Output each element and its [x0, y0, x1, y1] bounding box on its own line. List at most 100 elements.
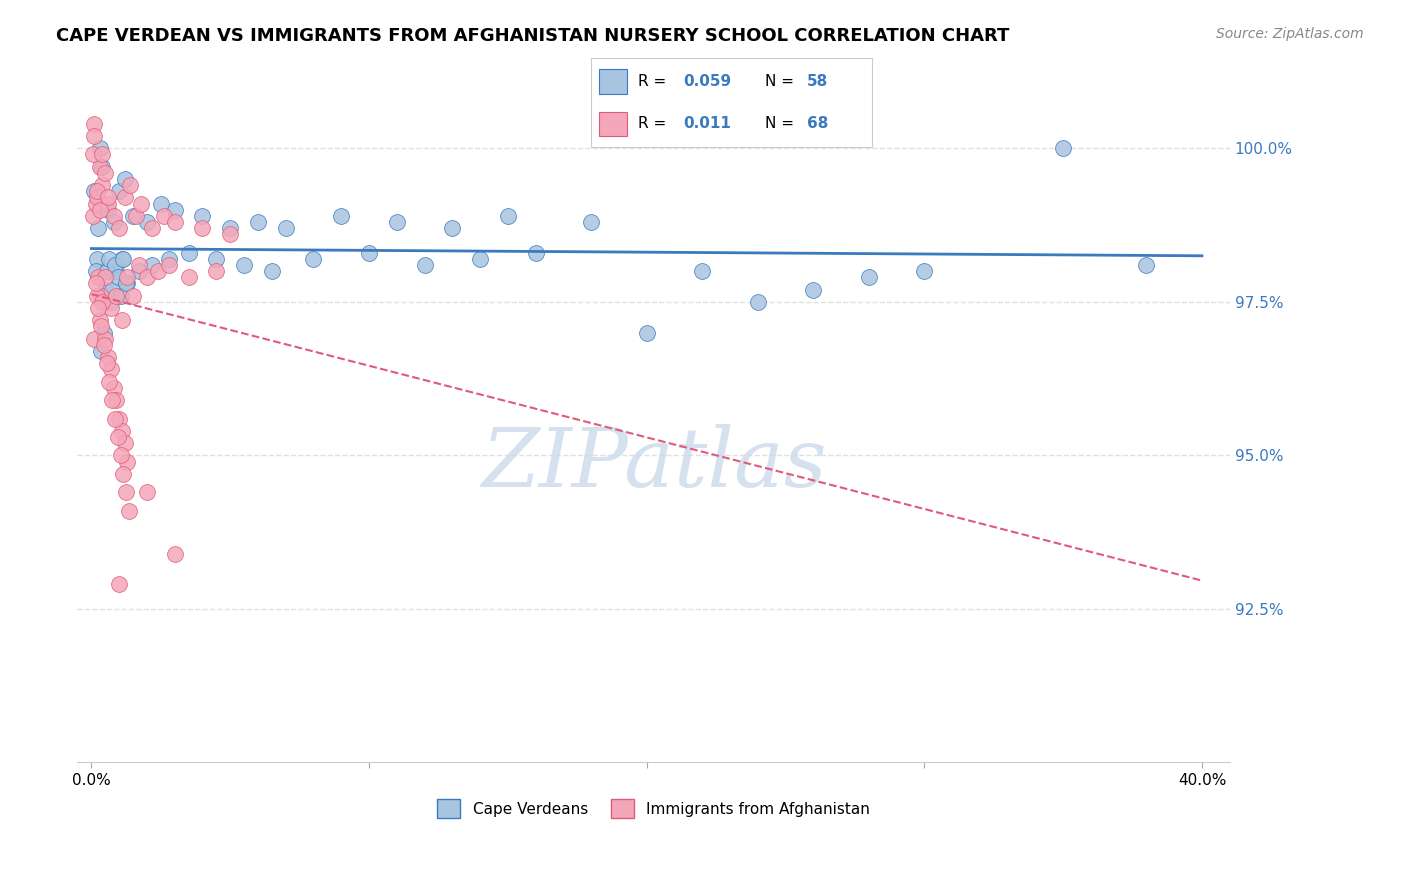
Point	[105, 264, 128, 278]
Point	[122, 209, 145, 223]
Point	[135, 270, 157, 285]
Text: 68: 68	[807, 117, 828, 131]
Point	[86, 185, 108, 199]
Point	[108, 577, 131, 591]
Point	[87, 221, 110, 235]
Point	[177, 245, 200, 260]
Point	[117, 270, 139, 285]
Point	[94, 166, 117, 180]
Point	[111, 313, 134, 327]
Point	[152, 209, 174, 223]
Point	[122, 289, 145, 303]
Point	[96, 356, 118, 370]
Point	[100, 294, 122, 309]
Point	[135, 215, 157, 229]
Point	[111, 424, 134, 438]
Point	[105, 289, 128, 303]
Point	[131, 196, 153, 211]
Point	[110, 449, 132, 463]
Text: ZIPatlas: ZIPatlas	[481, 424, 827, 504]
Point	[98, 375, 121, 389]
Point	[101, 283, 124, 297]
Point	[468, 252, 491, 266]
Point	[83, 117, 105, 131]
Point	[104, 411, 127, 425]
Point	[108, 221, 131, 235]
Point	[108, 185, 131, 199]
Point	[82, 147, 104, 161]
Point	[191, 221, 214, 235]
Text: R =: R =	[638, 74, 666, 88]
Text: N =: N =	[765, 74, 794, 88]
Point	[246, 215, 269, 229]
Point	[84, 196, 107, 211]
Point	[191, 209, 214, 223]
Point	[107, 430, 129, 444]
Point	[83, 129, 105, 144]
Point	[104, 258, 127, 272]
Text: CAPE VERDEAN VS IMMIGRANTS FROM AFGHANISTAN NURSERY SCHOOL CORRELATION CHART: CAPE VERDEAN VS IMMIGRANTS FROM AFGHANIS…	[56, 27, 1010, 45]
Point	[83, 185, 105, 199]
Point	[125, 209, 148, 223]
Point	[524, 245, 547, 260]
Point	[205, 252, 228, 266]
Point	[82, 209, 104, 223]
Point	[141, 221, 163, 235]
Point	[96, 264, 118, 278]
Point	[94, 332, 117, 346]
Point	[111, 252, 134, 266]
Point	[163, 215, 186, 229]
Point	[84, 264, 107, 278]
Point	[801, 283, 824, 297]
Point	[108, 411, 131, 425]
Point	[302, 252, 325, 266]
Point	[97, 202, 120, 217]
Point	[89, 141, 111, 155]
Point	[219, 227, 242, 242]
Point	[912, 264, 935, 278]
Point	[1052, 141, 1074, 155]
Point	[107, 270, 129, 285]
Point	[83, 332, 105, 346]
Point	[112, 467, 135, 481]
Point	[100, 301, 122, 315]
Point	[120, 178, 142, 193]
Point	[163, 202, 186, 217]
Point	[1135, 258, 1157, 272]
Point	[357, 245, 380, 260]
Point	[98, 252, 121, 266]
Point	[219, 221, 242, 235]
Point	[100, 362, 122, 376]
Text: R =: R =	[638, 117, 666, 131]
Point	[146, 264, 169, 278]
Point	[117, 454, 139, 468]
Point	[97, 190, 120, 204]
Point	[114, 172, 136, 186]
Point	[110, 289, 132, 303]
Point	[103, 209, 125, 223]
Bar	[599, 112, 627, 136]
Point	[496, 209, 519, 223]
Point	[135, 485, 157, 500]
Point	[858, 270, 880, 285]
Point	[105, 393, 128, 408]
Text: 0.059: 0.059	[683, 74, 731, 88]
Point	[117, 277, 139, 291]
Point	[177, 270, 200, 285]
Point	[274, 221, 297, 235]
Point	[90, 289, 112, 303]
Text: 0.011: 0.011	[683, 117, 731, 131]
Point	[128, 258, 150, 272]
Point	[86, 252, 108, 266]
Point	[157, 252, 180, 266]
Point	[579, 215, 602, 229]
Point	[91, 178, 114, 193]
Text: N =: N =	[765, 117, 794, 131]
Point	[149, 196, 172, 211]
Point	[87, 270, 110, 285]
Point	[233, 258, 256, 272]
Point	[86, 289, 108, 303]
Point	[90, 319, 112, 334]
Point	[103, 215, 125, 229]
Point	[93, 338, 115, 352]
